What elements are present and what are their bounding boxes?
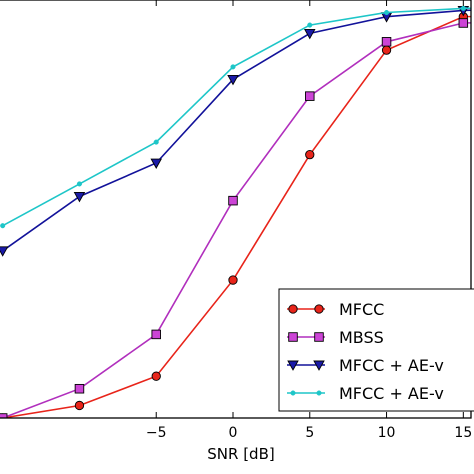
legend-item: MFCC + AE-v (287, 384, 444, 403)
x-tick-label: −5 (146, 425, 167, 441)
legend-item: MBSS (287, 328, 384, 347)
legend-marker (313, 360, 325, 371)
series-2-point (381, 37, 392, 47)
legend: MFCC MBSS MFCC + AE-v MFCC + AE-v (278, 288, 474, 412)
series-2-point (74, 383, 85, 394)
legend-label: MFCC (339, 300, 384, 319)
x-tick-label: 10 (378, 425, 396, 441)
series-2-point (0, 413, 8, 418)
series-3-point (227, 74, 239, 86)
series-4-point (383, 9, 390, 16)
legend-marker (288, 304, 298, 314)
series-3 (0, 6, 471, 257)
series-3-line (2, 9, 471, 252)
series-4-point (76, 181, 83, 187)
legend-marker (314, 332, 324, 342)
series-2-point (228, 195, 238, 206)
series-3-point (150, 158, 162, 169)
series-2 (0, 18, 471, 418)
legend-item: MFCC + AE-v (287, 356, 444, 375)
series-1-point (228, 275, 238, 285)
series-4-point (0, 223, 6, 229)
series-3-point (73, 192, 86, 203)
series-1-point (381, 45, 392, 55)
legend-marker (314, 304, 324, 314)
series-1 (0, 12, 471, 418)
x-axis-label: SNR [dB] (207, 445, 274, 463)
series-1-line (2, 15, 471, 418)
series-1-point (74, 400, 85, 411)
series-1-point (305, 150, 315, 160)
x-tick-label: 5 (305, 425, 314, 441)
series-3-point (304, 28, 316, 40)
x-tick-label: 15 (454, 425, 472, 441)
x-tick-label: 0 (229, 425, 238, 441)
series-4-point (307, 22, 313, 28)
series-4-point (230, 64, 236, 70)
legend-label: MFCC + AE-v (339, 384, 444, 403)
series-layer (0, 5, 471, 418)
series-2-point (305, 91, 315, 101)
series-3-point (0, 246, 9, 257)
legend-label: MFCC + AE-v (339, 356, 444, 375)
series-1-point (151, 371, 161, 381)
legend-marker (316, 390, 322, 396)
series-2-line (2, 21, 471, 418)
series-4-point (460, 5, 466, 11)
tick-layer: −5 0 5 10 15 (146, 0, 472, 441)
series-2-point (458, 18, 469, 28)
series-2-point (151, 329, 161, 340)
legend-item: MFCC (287, 300, 384, 319)
series-4-point (153, 139, 159, 145)
legend-marker (287, 360, 299, 371)
legend-label: MBSS (339, 328, 384, 347)
series-4 (0, 5, 471, 229)
series-4-line (2, 7, 471, 227)
legend-marker (288, 332, 298, 342)
legend-marker (290, 390, 296, 396)
